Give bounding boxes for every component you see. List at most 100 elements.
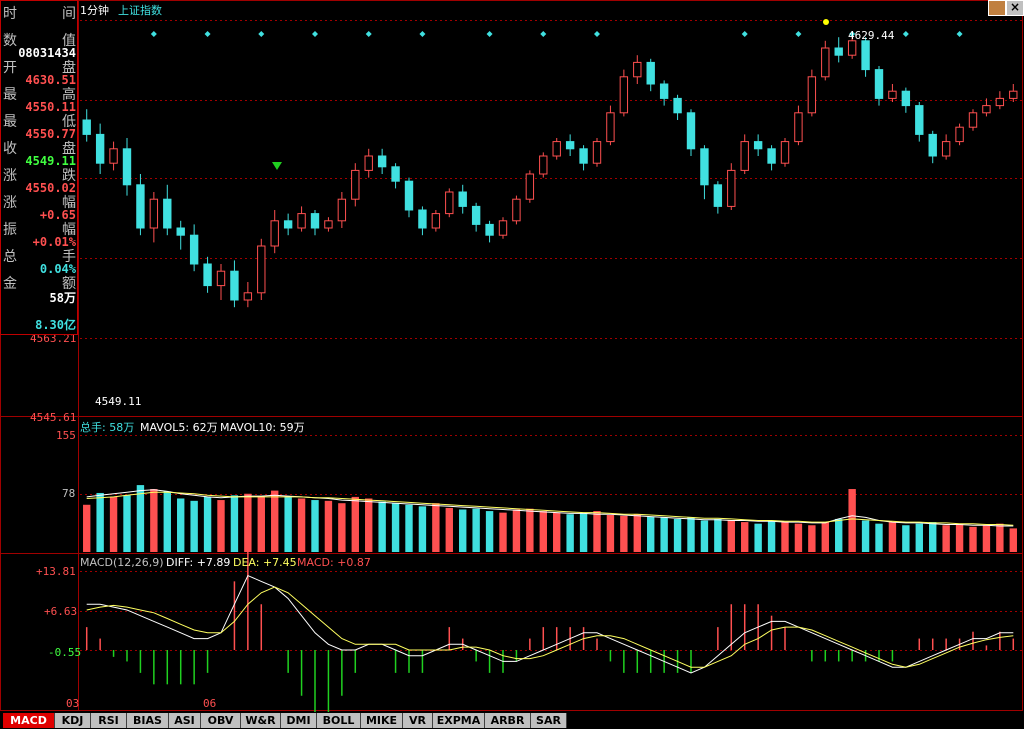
- volume-bar-24: [405, 504, 413, 552]
- volume-total-label: 总手: 58万: [80, 421, 135, 434]
- info-panel: 时间数值 08031434 开盘 4630.51 最高 4550.11 最低 4550.77 收…: [0, 0, 78, 335]
- volume-bar-39: [606, 515, 615, 552]
- candle-body-0: [82, 119, 91, 135]
- candle-body-64: [941, 141, 951, 157]
- candle-body-62: [915, 105, 924, 135]
- volume-bar-60: [888, 522, 897, 552]
- info-label-6: 涨: [3, 168, 17, 184]
- candle-body-45: [686, 112, 696, 150]
- tab-arbr[interactable]: ARBR: [485, 713, 531, 728]
- volume-bar-26: [432, 503, 440, 552]
- info-right-label-8: 幅: [62, 222, 76, 238]
- candle-body-60: [888, 90, 897, 99]
- candle-body-36: [565, 141, 575, 150]
- macd-dea: DEA: +7.45: [233, 556, 297, 569]
- volume-bar-9: [203, 496, 212, 552]
- volume-bar-16: [297, 498, 306, 552]
- candle-body-30: [485, 223, 494, 236]
- info-right-label-9: 手: [62, 249, 76, 265]
- signal-marker-0: [150, 31, 157, 37]
- candle-body-67: [982, 105, 991, 114]
- tab-dmi[interactable]: DMI: [281, 713, 317, 728]
- tab-kdj[interactable]: KDJ: [55, 713, 91, 728]
- info-label-1: 数: [3, 33, 17, 49]
- info-right-label-5: 盘: [62, 141, 76, 157]
- tab-bias[interactable]: BIAS: [127, 713, 169, 728]
- candle-body-10: [216, 270, 226, 287]
- candle-body-29: [471, 205, 481, 225]
- candle-body-32: [512, 198, 521, 222]
- signal-marker-5: [419, 31, 426, 37]
- candle-body-26: [431, 213, 441, 229]
- tab-sar[interactable]: SAR: [531, 713, 567, 728]
- tab-obv[interactable]: OBV: [201, 713, 241, 728]
- candle-body-58: [861, 40, 870, 71]
- candle-body-39: [606, 112, 615, 143]
- signal-marker-11: [849, 31, 856, 37]
- close-icon[interactable]: ×: [1006, 0, 1024, 16]
- volume-axis-mid: 78: [62, 487, 76, 500]
- volume-bar-68: [996, 523, 1004, 552]
- candle-body-24: [404, 180, 414, 211]
- volume-bar-37: [579, 512, 588, 552]
- tab-asi[interactable]: ASI: [169, 713, 201, 728]
- volume-bar-46: [700, 520, 709, 552]
- candle-body-40: [619, 76, 629, 114]
- volume-bar-25: [418, 506, 427, 552]
- tab-expma[interactable]: EXPMA: [433, 713, 485, 728]
- chart-canvas[interactable]: [0, 0, 1024, 712]
- candle-body-47: [713, 184, 723, 207]
- volume-bar-34: [539, 511, 547, 552]
- volume-bar-22: [378, 501, 386, 552]
- volume-bar-27: [445, 507, 453, 552]
- tab-macd[interactable]: MACD: [3, 713, 55, 728]
- candle-body-66: [968, 112, 978, 128]
- candle-body-34: [539, 155, 548, 175]
- candle-body-49: [740, 141, 749, 171]
- candle-body-4: [136, 184, 145, 229]
- candle-body-25: [418, 209, 427, 229]
- info-value-3: 4550.11: [25, 100, 76, 114]
- candle-body-18: [324, 220, 333, 229]
- volume-bar-15: [284, 496, 292, 552]
- volume-bar-3: [123, 495, 131, 552]
- tab-wr[interactable]: W&R: [241, 713, 281, 728]
- volume-bar-57: [848, 489, 856, 552]
- volume-bar-56: [835, 518, 843, 552]
- volume-bar-36: [566, 514, 574, 552]
- tab-boll[interactable]: BOLL: [317, 713, 361, 728]
- candle-body-8: [189, 234, 199, 265]
- candle-body-28: [458, 191, 467, 207]
- candle-body-37: [579, 148, 588, 164]
- info-value-7: +0.65: [39, 208, 76, 222]
- info-value-9: 0.04%: [39, 262, 76, 276]
- info-value-5: 4549.11: [25, 154, 76, 168]
- corner-icon[interactable]: [988, 0, 1006, 16]
- volume-bar-1: [96, 492, 104, 552]
- tab-vr[interactable]: VR: [403, 713, 433, 728]
- candle-body-46: [700, 148, 709, 186]
- period-label[interactable]: 1分钟: [80, 4, 109, 17]
- buy-arrow-icon: [272, 162, 282, 170]
- tab-mike[interactable]: MIKE: [361, 713, 403, 728]
- candle-body-7: [176, 227, 185, 236]
- candle-body-6: [163, 198, 172, 229]
- volume-bar-40: [620, 515, 628, 552]
- mavol10-line: [86, 491, 1014, 526]
- candle-body-57: [847, 40, 857, 56]
- candle-body-1: [95, 133, 105, 164]
- candle-body-22: [377, 155, 387, 168]
- tab-rsi[interactable]: RSI: [91, 713, 127, 728]
- volume-bar-69: [1009, 528, 1017, 552]
- info-label-5: 收: [3, 141, 17, 157]
- volume-bar-65: [955, 523, 964, 552]
- volume-bar-62: [915, 523, 923, 552]
- info-label-4: 最: [3, 114, 17, 130]
- signal-marker-9: [741, 31, 748, 37]
- macd-diff: DIFF: +7.89: [166, 556, 231, 569]
- volume-bar-4: [136, 485, 145, 552]
- info-right-label-7: 幅: [62, 195, 76, 211]
- volume-bar-17: [311, 500, 319, 552]
- candle-body-68: [995, 97, 1005, 107]
